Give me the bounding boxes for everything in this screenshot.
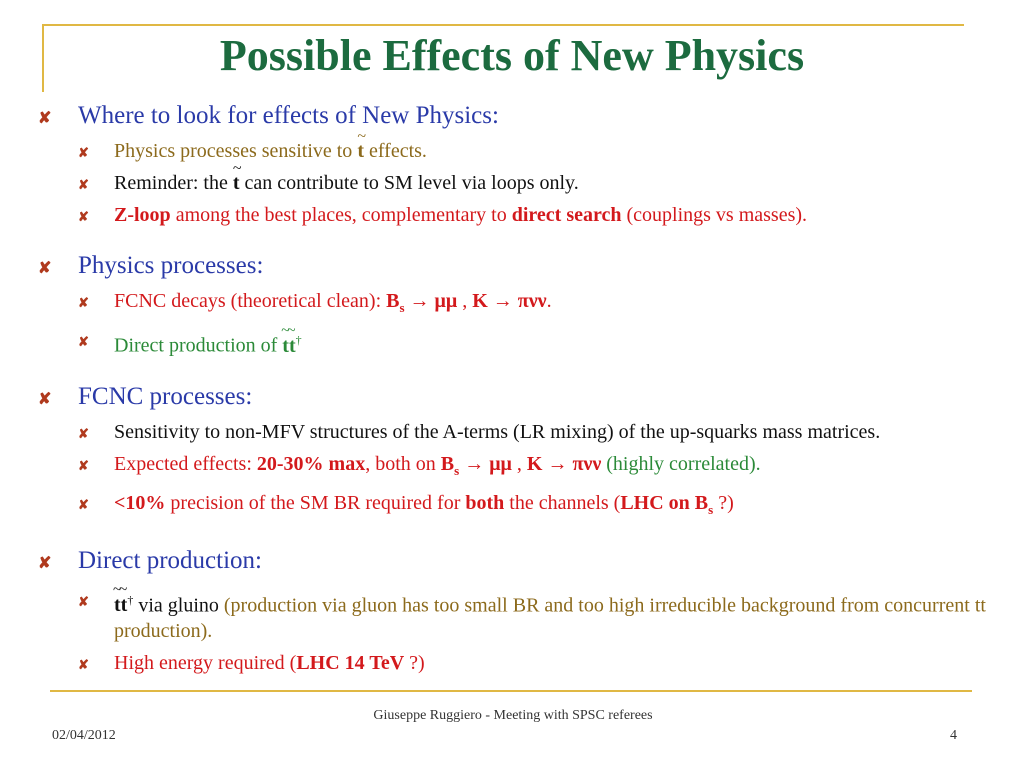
- cross-bullet-icon: ✘: [78, 209, 89, 224]
- sub-bullet: ✘ Direct production of tt†: [36, 318, 996, 359]
- dagger: †: [127, 592, 134, 607]
- text: among the best places, complementary to: [170, 204, 512, 226]
- sub-bullet: ✘ Expected effects: 20-30% max, both on …: [36, 451, 996, 484]
- sub-bullet: ✘ Physics processes sensitive to t effec…: [36, 124, 996, 164]
- bullet-physics-processes: ✘ Physics processes:: [36, 250, 996, 282]
- cross-bullet-icon: ✘: [78, 496, 89, 512]
- title-frame-left: [42, 24, 44, 92]
- text: ,: [511, 452, 527, 475]
- bold-text: 20-30% max: [256, 452, 366, 475]
- footer-divider: [50, 690, 972, 692]
- cross-bullet-icon: ✘: [78, 145, 89, 160]
- cross-bullet-icon: ✘: [78, 334, 89, 349]
- text: Direct production of: [114, 334, 283, 357]
- sub-bullet: ✘ Reminder: the t can contribute to SM l…: [36, 156, 996, 196]
- sub-bullet: ✘ FCNC decays (theoretical clean): Bs → …: [36, 288, 996, 321]
- stop-pair-symbol: tt: [113, 577, 127, 618]
- bullet-where-to-look: ✘ Where to look for effects of New Physi…: [36, 100, 996, 132]
- text: , both on: [365, 452, 441, 475]
- cross-bullet-icon: ✘: [78, 457, 89, 473]
- arrow-symbol: →: [492, 290, 513, 312]
- text: High energy required (: [114, 652, 297, 675]
- arrow-symbol: →: [409, 290, 430, 312]
- bs-subscript: s: [708, 501, 714, 517]
- arrow-symbol: →: [547, 452, 568, 475]
- cross-bullet-icon: ✘: [78, 295, 89, 310]
- text: effects.: [363, 140, 427, 162]
- text: ,: [457, 290, 473, 312]
- text: .: [546, 290, 552, 312]
- cross-bullet-icon: ✘: [38, 110, 52, 127]
- sub-bullet: ✘ High energy required (LHC 14 TeV ?): [36, 650, 996, 676]
- arrow-symbol: →: [464, 452, 485, 475]
- sub-bullet: ✘ Sensitivity to non-MFV structures of t…: [36, 419, 996, 445]
- cross-bullet-icon: ✘: [78, 425, 89, 441]
- bold-text: direct search: [511, 204, 622, 226]
- section-heading: Where to look for effects of New Physics…: [78, 102, 499, 129]
- bold-text: both: [465, 491, 505, 514]
- bold-text: Z-loop: [114, 204, 171, 226]
- stop-symbol: t: [233, 156, 241, 196]
- pinunu-symbol: πνν: [517, 290, 547, 312]
- bullet-fcnc-processes: ✘ FCNC processes:: [36, 381, 996, 413]
- text: FCNC decays (theoretical clean):: [114, 290, 387, 312]
- sub-bullet: ✘ Z-loop among the best places, compleme…: [36, 202, 996, 228]
- stop-pair-symbol: tt: [281, 318, 295, 359]
- sub-bullet: ✘ tt† via gluino (production via gluon h…: [36, 577, 996, 645]
- section-heading: Physics processes:: [78, 252, 264, 279]
- text: Expected effects:: [114, 452, 257, 475]
- text: can contribute to SM level via loops onl…: [239, 172, 579, 194]
- slide-title: Possible Effects of New Physics: [219, 31, 805, 80]
- slide-content: ✘ Where to look for effects of New Physi…: [36, 100, 996, 676]
- cross-bullet-icon: ✘: [78, 177, 89, 192]
- cross-bullet-icon: ✘: [38, 260, 52, 277]
- dagger: †: [295, 333, 302, 347]
- text: via gluino: [133, 594, 219, 617]
- mumu-symbol: μμ: [489, 452, 512, 475]
- text: precision of the SM BR required for: [165, 491, 466, 514]
- cross-bullet-icon: ✘: [78, 593, 89, 609]
- text: (highly correlated).: [601, 452, 761, 475]
- page-number: 4: [950, 728, 957, 743]
- bs-symbol: B: [386, 290, 400, 312]
- k-symbol: K: [472, 290, 488, 312]
- bs-symbol: B: [440, 452, 455, 475]
- footer-date: 02/04/2012: [52, 728, 116, 743]
- text: Reminder: the: [114, 172, 233, 194]
- bold-text: LHC on B: [620, 491, 709, 514]
- sub-bullet: ✘ <10% precision of the SM BR required f…: [36, 490, 996, 523]
- text: Physics processes sensitive to: [114, 140, 358, 162]
- cross-bullet-icon: ✘: [38, 390, 52, 408]
- cross-bullet-icon: ✘: [78, 657, 89, 673]
- text: Sensitivity to non-MFV structures of the…: [114, 420, 881, 443]
- text: the channels (: [504, 491, 621, 514]
- text: ?): [404, 652, 425, 675]
- mumu-symbol: μμ: [434, 290, 458, 312]
- section-heading: FCNC processes:: [78, 382, 253, 410]
- bs-subscript: s: [454, 462, 460, 478]
- cross-bullet-icon: ✘: [38, 554, 52, 572]
- bold-text: LHC 14 TeV: [296, 652, 405, 675]
- text: (couplings vs masses).: [621, 204, 808, 226]
- bullet-direct-production: ✘ Direct production:: [36, 545, 996, 577]
- title-frame-top: [42, 24, 964, 26]
- section-heading: Direct production:: [78, 546, 262, 574]
- stop-symbol: t: [357, 124, 365, 164]
- bs-subscript: s: [399, 300, 405, 315]
- text: ?): [713, 491, 734, 514]
- text: (production via gluon has too small BR a…: [114, 594, 986, 643]
- bold-text: <10%: [114, 491, 166, 514]
- pinunu-symbol: πνν: [572, 452, 602, 475]
- footer-author: Giuseppe Ruggiero - Meeting with SPSC re…: [373, 708, 653, 723]
- k-symbol: K: [526, 452, 543, 475]
